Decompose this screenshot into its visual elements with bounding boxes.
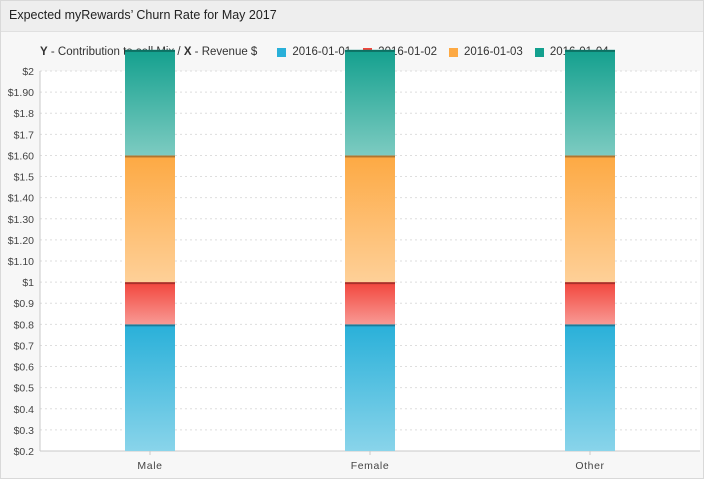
bar-segment-edge	[345, 49, 395, 52]
legend-item-series-3[interactable]: 2016-01-03	[449, 46, 523, 58]
y-tick-label: $0.6	[14, 362, 35, 374]
bar-segment	[565, 155, 615, 283]
bar-segment	[345, 324, 395, 451]
bar-segment-edge	[125, 49, 175, 52]
bar-segment	[125, 155, 175, 283]
bar-segment-edge	[125, 155, 175, 158]
legend-swatch	[449, 47, 458, 57]
bar-segment	[125, 49, 175, 156]
x-axis-description: - Revenue $	[191, 46, 258, 58]
chart-title: Expected myRewards’ Churn Rate for May 2…	[9, 8, 277, 22]
bar-segment	[125, 324, 175, 451]
bar-segment	[565, 282, 615, 325]
y-tick-label: $0.2	[14, 446, 35, 458]
y-tick-label: $0.3	[14, 425, 35, 437]
title-bar: Expected myRewards’ Churn Rate for May 2…	[1, 1, 703, 32]
y-tick-label: $1.5	[14, 172, 35, 184]
y-tick-label: $0.5	[14, 383, 35, 395]
bar-segment	[345, 49, 395, 156]
bar-segment	[345, 155, 395, 283]
x-tick-label: Female	[351, 460, 390, 472]
bar-segment-edge	[345, 282, 395, 285]
bar-segment-edge	[345, 324, 395, 327]
y-tick-label: $1.20	[8, 235, 34, 247]
y-tick-label: $0.4	[14, 404, 35, 416]
legend-label: 2016-01-01	[292, 46, 352, 58]
bar-segment-edge	[345, 155, 395, 158]
bar-segment-edge	[125, 282, 175, 285]
legend-swatch	[534, 47, 544, 57]
legend-swatch	[277, 47, 287, 57]
y-tick-label: $1.7	[14, 129, 35, 141]
legend-item-series-1[interactable]: 2016-01-01	[277, 46, 351, 58]
y-axis-key: Y	[40, 46, 48, 58]
bar-segment-edge	[565, 155, 615, 158]
y-tick-label: $1	[22, 277, 34, 289]
y-tick-label: $0.9	[14, 298, 35, 310]
y-tick-label: $1.10	[8, 256, 34, 268]
bar-segment	[565, 324, 615, 451]
y-tick-label: $1.90	[8, 87, 34, 99]
y-tick-label: $2	[22, 66, 34, 78]
y-tick-label: $1.30	[8, 214, 34, 226]
bar-segment	[125, 282, 175, 325]
y-tick-label: $0.7	[14, 340, 35, 352]
x-tick-label: Male	[137, 460, 162, 472]
bar-segment-edge	[565, 282, 615, 285]
bar-segment	[565, 49, 615, 156]
x-axis-key: X	[183, 46, 192, 58]
y-tick-label: $1.60	[8, 150, 34, 162]
y-tick-label: $0.8	[14, 319, 35, 331]
bar-segment-edge	[125, 324, 175, 327]
legend-label: 2016-01-03	[464, 46, 523, 58]
y-tick-label: $1.8	[14, 108, 35, 120]
bar-segment-edge	[565, 324, 615, 327]
bar-segment-edge	[565, 49, 615, 52]
x-tick-label: Other	[575, 460, 604, 472]
bar-segment	[345, 282, 395, 325]
y-tick-label: $1.40	[8, 193, 34, 205]
